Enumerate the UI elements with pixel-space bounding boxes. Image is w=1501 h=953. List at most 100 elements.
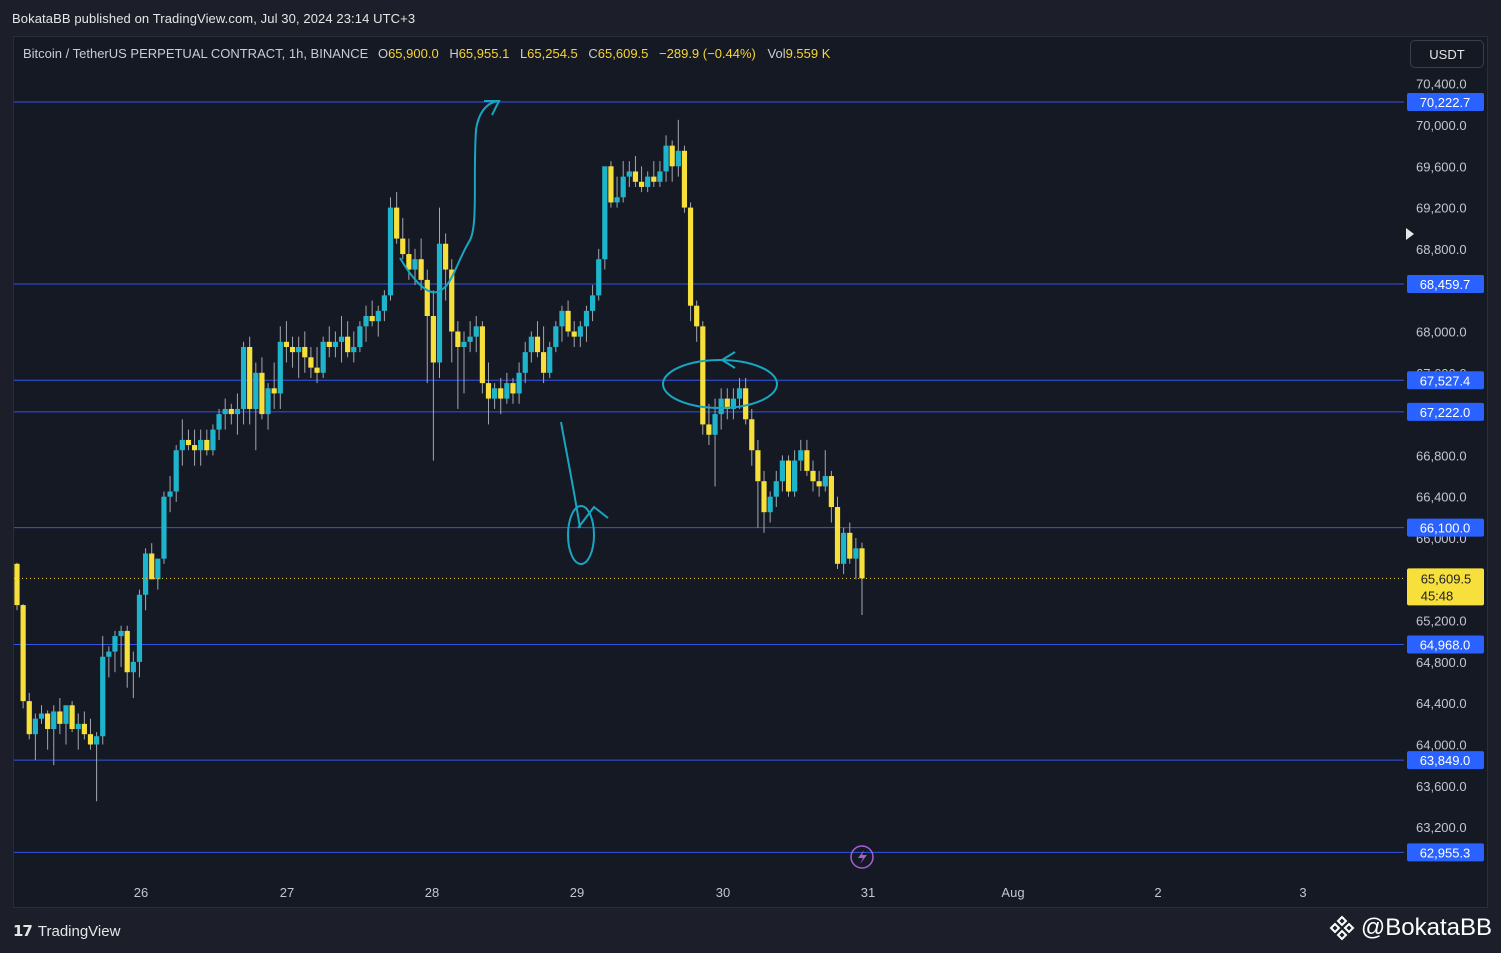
candle-down[interactable] bbox=[859, 548, 865, 579]
candle-down[interactable] bbox=[87, 734, 94, 745]
candle-down[interactable] bbox=[204, 439, 210, 451]
candle-down[interactable] bbox=[743, 388, 749, 420]
candle-up[interactable] bbox=[63, 705, 69, 724]
candle-down[interactable] bbox=[308, 357, 314, 368]
candle-down[interactable] bbox=[124, 630, 130, 673]
candle-down[interactable] bbox=[14, 563, 20, 606]
candle-down[interactable] bbox=[847, 532, 853, 559]
candle-up[interactable] bbox=[516, 372, 522, 394]
candle-up[interactable] bbox=[663, 145, 669, 172]
candle-down[interactable] bbox=[785, 460, 792, 492]
candle-down[interactable] bbox=[724, 398, 730, 409]
candle-up[interactable] bbox=[547, 346, 553, 373]
candle-down[interactable] bbox=[485, 383, 492, 399]
candle-up[interactable] bbox=[357, 326, 363, 347]
candle-down[interactable] bbox=[834, 507, 841, 564]
candle-down[interactable] bbox=[804, 450, 810, 471]
candle-down[interactable] bbox=[369, 316, 375, 322]
candle-down[interactable] bbox=[185, 439, 192, 446]
candle-down[interactable] bbox=[283, 341, 290, 347]
candle-up[interactable] bbox=[38, 713, 45, 719]
candle-down[interactable] bbox=[394, 207, 400, 239]
candle-down[interactable] bbox=[479, 326, 485, 384]
candle-up[interactable] bbox=[626, 171, 632, 177]
candle-down[interactable] bbox=[706, 424, 712, 435]
scroll-right-icon[interactable] bbox=[1406, 228, 1414, 240]
candle-up[interactable] bbox=[173, 450, 179, 492]
candle-down[interactable] bbox=[314, 367, 320, 373]
candle-up[interactable] bbox=[210, 429, 216, 451]
candle-down[interactable] bbox=[247, 346, 253, 409]
candle-up[interactable] bbox=[577, 326, 583, 337]
tradingview-logo[interactable]: 𝟭𝟳 TradingView bbox=[13, 922, 120, 941]
candle-down[interactable] bbox=[687, 207, 694, 306]
candle-down[interactable] bbox=[749, 419, 755, 451]
candle-up[interactable] bbox=[553, 326, 559, 347]
candle-down[interactable] bbox=[20, 605, 26, 702]
candle-up[interactable] bbox=[351, 346, 357, 353]
candle-up[interactable] bbox=[136, 594, 143, 662]
candle-up[interactable] bbox=[779, 460, 785, 482]
candle-up[interactable] bbox=[528, 336, 534, 353]
candle-down[interactable] bbox=[810, 470, 816, 482]
candle-down[interactable] bbox=[700, 326, 706, 425]
candle-up[interactable] bbox=[559, 310, 565, 327]
candle-up[interactable] bbox=[387, 207, 394, 296]
candle-up[interactable] bbox=[718, 398, 724, 415]
candle-up[interactable] bbox=[161, 496, 167, 559]
candle-down[interactable] bbox=[149, 553, 155, 580]
candle-down[interactable] bbox=[271, 388, 277, 394]
drawn-arrow-up[interactable] bbox=[399, 100, 499, 294]
candle-up[interactable] bbox=[730, 398, 737, 409]
candle-down[interactable] bbox=[540, 352, 547, 373]
candle-up[interactable] bbox=[504, 383, 510, 399]
candle-up[interactable] bbox=[51, 711, 57, 730]
chart-pane[interactable] bbox=[13, 36, 1488, 908]
candle-up[interactable] bbox=[657, 171, 663, 182]
candle-up[interactable] bbox=[130, 661, 136, 673]
candle-down[interactable] bbox=[259, 372, 265, 415]
currency-button[interactable]: USDT bbox=[1410, 40, 1484, 68]
candle-down[interactable] bbox=[443, 243, 449, 270]
candle-up[interactable] bbox=[253, 372, 259, 409]
candle-down[interactable] bbox=[669, 145, 675, 167]
candle-down[interactable] bbox=[608, 166, 614, 203]
candle-down[interactable] bbox=[681, 150, 688, 208]
candle-up[interactable] bbox=[198, 439, 204, 451]
candle-up[interactable] bbox=[645, 176, 651, 187]
candle-down[interactable] bbox=[510, 383, 516, 394]
candle-up[interactable] bbox=[277, 341, 283, 394]
candle-up[interactable] bbox=[381, 295, 387, 311]
candle-down[interactable] bbox=[694, 305, 700, 327]
candle-down[interactable] bbox=[449, 269, 455, 332]
candle-up[interactable] bbox=[792, 460, 798, 492]
candle-up[interactable] bbox=[412, 259, 418, 270]
drawn-arrow-down[interactable] bbox=[560, 421, 581, 529]
candle-up[interactable] bbox=[94, 736, 100, 745]
candle-up[interactable] bbox=[100, 656, 106, 737]
candle-down[interactable] bbox=[632, 171, 639, 182]
candle-down[interactable] bbox=[289, 346, 296, 353]
candle-up[interactable] bbox=[596, 259, 602, 296]
candle-up[interactable] bbox=[620, 176, 626, 198]
candle-down[interactable] bbox=[651, 176, 657, 182]
candle-down[interactable] bbox=[816, 481, 822, 487]
candle-down[interactable] bbox=[828, 476, 834, 508]
candle-up[interactable] bbox=[473, 326, 479, 337]
candle-up[interactable] bbox=[492, 388, 498, 399]
candle-up[interactable] bbox=[853, 548, 859, 559]
candle-down[interactable] bbox=[26, 701, 32, 735]
lightning-event-icon[interactable] bbox=[850, 845, 874, 869]
candle-down[interactable] bbox=[57, 711, 63, 724]
candle-up[interactable] bbox=[234, 408, 241, 415]
candle-up[interactable] bbox=[32, 718, 38, 735]
candle-up[interactable] bbox=[222, 408, 228, 415]
candle-down[interactable] bbox=[424, 279, 430, 317]
candle-up[interactable] bbox=[155, 558, 161, 580]
candle-up[interactable] bbox=[363, 316, 369, 327]
candle-up[interactable] bbox=[118, 630, 124, 637]
candle-down[interactable] bbox=[406, 254, 412, 270]
candle-up[interactable] bbox=[712, 414, 718, 435]
candle-up[interactable] bbox=[602, 166, 608, 260]
candle-up[interactable] bbox=[106, 651, 112, 657]
